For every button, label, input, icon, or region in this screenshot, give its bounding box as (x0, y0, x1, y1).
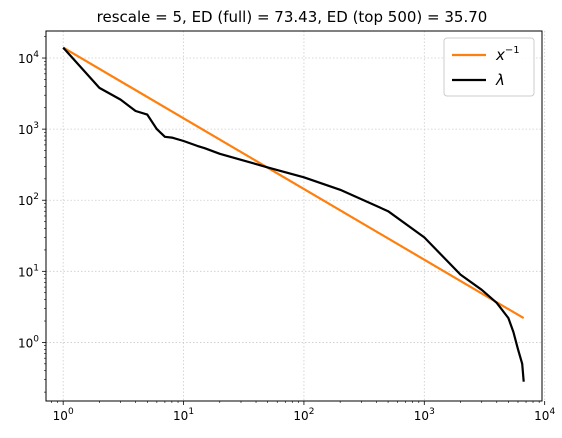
x-tick-base: 10 (53, 409, 68, 423)
x-tick-exp: 3 (429, 407, 435, 417)
legend-label-0: x−1 (495, 45, 520, 64)
y-tick-base: 10 (18, 194, 33, 208)
x-tick-label: 101 (173, 407, 194, 423)
legend-name: x (495, 46, 505, 64)
y-tick-label: 102 (18, 192, 39, 208)
x-tick-exp: 0 (68, 407, 74, 417)
legend-box (443, 37, 535, 97)
series-line-1 (62, 46, 525, 382)
x-tick-exp: 2 (309, 407, 315, 417)
x-tick-base: 10 (414, 409, 429, 423)
x-tick-label: 103 (414, 407, 435, 423)
y-tick-base: 10 (18, 336, 33, 350)
x-tick-base: 10 (293, 409, 308, 423)
y-tick-label: 104 (18, 50, 39, 66)
y-tick-exp: 4 (33, 50, 39, 60)
y-tick-label: 103 (18, 121, 39, 137)
y-tick-exp: 3 (33, 121, 39, 131)
x-tick-exp: 1 (188, 407, 194, 417)
x-tick-label: 102 (293, 407, 314, 423)
legend-name: λ (495, 71, 505, 89)
y-tick-exp: 1 (33, 263, 39, 273)
y-tick-exp: 0 (33, 334, 39, 344)
y-tick-base: 10 (18, 52, 33, 66)
chart-title: rescale = 5, ED (full) = 73.43, ED (top … (97, 8, 488, 26)
y-tick-base: 10 (18, 265, 33, 279)
y-tick-exp: 2 (33, 192, 39, 202)
legend: x−1 λ (443, 37, 535, 97)
y-tick-label: 101 (18, 263, 39, 279)
series-layer (62, 46, 525, 382)
x-tick-base: 10 (173, 409, 188, 423)
x-tick-label: 104 (534, 407, 555, 423)
y-tick-label: 100 (18, 334, 39, 350)
x-tick-exp: 4 (549, 407, 555, 417)
x-tick-label: 100 (53, 407, 74, 423)
legend-name-sup: −1 (505, 45, 520, 56)
legend-label-1: λ (495, 71, 505, 89)
y-tick-base: 10 (18, 123, 33, 137)
x-tick-base: 10 (534, 409, 549, 423)
series-line-0 (62, 46, 525, 320)
